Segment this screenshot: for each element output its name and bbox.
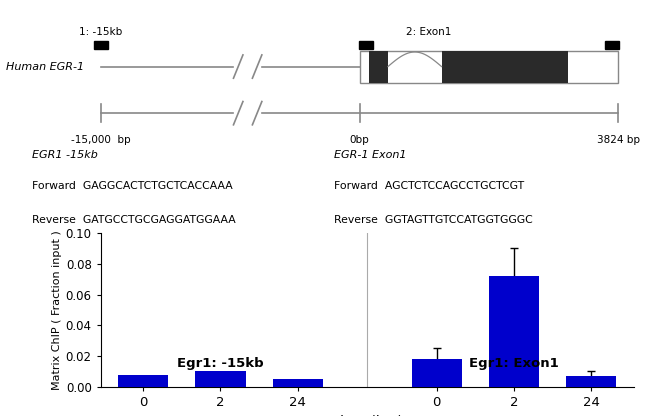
Text: 1: -15kb: 1: -15kb xyxy=(79,27,123,37)
Bar xyxy=(489,276,539,387)
Text: Reverse  GGTAGTTGTCCATGGTGGGC: Reverse GGTAGTTGTCCATGGTGGGC xyxy=(334,215,533,225)
Bar xyxy=(94,41,108,49)
X-axis label: Time (hrs): Time (hrs) xyxy=(332,414,403,416)
Text: Human EGR-1: Human EGR-1 xyxy=(6,62,84,72)
Text: Egr1: -15kb: Egr1: -15kb xyxy=(177,357,264,370)
Text: Reverse  GATGCCTGCGAGGATGGAAA: Reverse GATGCCTGCGAGGATGGAAA xyxy=(32,215,235,225)
Text: -15,000  bp: -15,000 bp xyxy=(72,135,131,145)
Bar xyxy=(605,41,619,49)
Bar xyxy=(118,374,168,387)
Y-axis label: Matrix ChIP ( Fraction input ): Matrix ChIP ( Fraction input ) xyxy=(51,230,62,390)
Bar xyxy=(272,379,323,387)
Bar xyxy=(411,359,462,387)
Bar xyxy=(359,41,373,49)
Text: 3824 bp: 3824 bp xyxy=(597,135,640,145)
Bar xyxy=(359,51,618,82)
Text: Forward  AGCTCTCCAGCCTGCTCGT: Forward AGCTCTCCAGCCTGCTCGT xyxy=(334,181,525,191)
Text: 2: Exon1: 2: Exon1 xyxy=(406,27,452,37)
Bar xyxy=(369,51,388,82)
Bar xyxy=(441,51,567,82)
Text: Forward  GAGGCACTCTGCTCACCAAA: Forward GAGGCACTCTGCTCACCAAA xyxy=(32,181,233,191)
Bar xyxy=(196,371,246,387)
Text: Egr1: Exon1: Egr1: Exon1 xyxy=(469,357,559,370)
Text: EGR1 -15kb: EGR1 -15kb xyxy=(32,150,98,160)
Text: 0bp: 0bp xyxy=(350,135,369,145)
Bar xyxy=(566,376,616,387)
Text: EGR-1 Exon1: EGR-1 Exon1 xyxy=(334,150,407,160)
